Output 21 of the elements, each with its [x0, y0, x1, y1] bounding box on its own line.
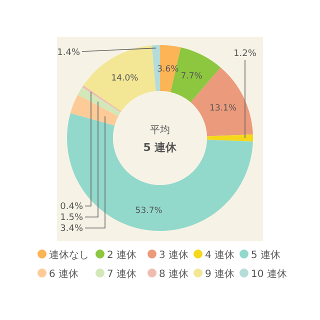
data-label: 53.7% — [135, 206, 162, 216]
text: 5 連休 — [143, 141, 178, 154]
legend-label: 連休なし — [49, 249, 89, 261]
legend-label: 2 連休 — [107, 249, 137, 261]
legend-label: 9 連休 — [205, 268, 235, 280]
legend-label: 3 連休 — [159, 249, 189, 261]
text: 平均 — [150, 124, 170, 136]
legend-label: 8 連休 — [159, 268, 189, 280]
data-label: 1.5% — [60, 213, 84, 223]
legend-label: 5 連休 — [251, 249, 281, 261]
data-label: 1.4% — [57, 48, 80, 58]
legend-label: 10 連休 — [251, 268, 287, 280]
legend-label: 6 連休 — [49, 268, 79, 280]
legend-label: 4 連休 — [205, 249, 235, 261]
legend-label: 7 連休 — [107, 268, 137, 280]
data-label: 7.7% — [180, 72, 202, 82]
data-label: 13.1% — [210, 104, 237, 114]
data-label: 3.4% — [60, 224, 84, 234]
data-label: 0.4% — [60, 202, 84, 212]
data-label: 14.0% — [111, 74, 138, 84]
data-label: 1.2% — [234, 49, 257, 59]
